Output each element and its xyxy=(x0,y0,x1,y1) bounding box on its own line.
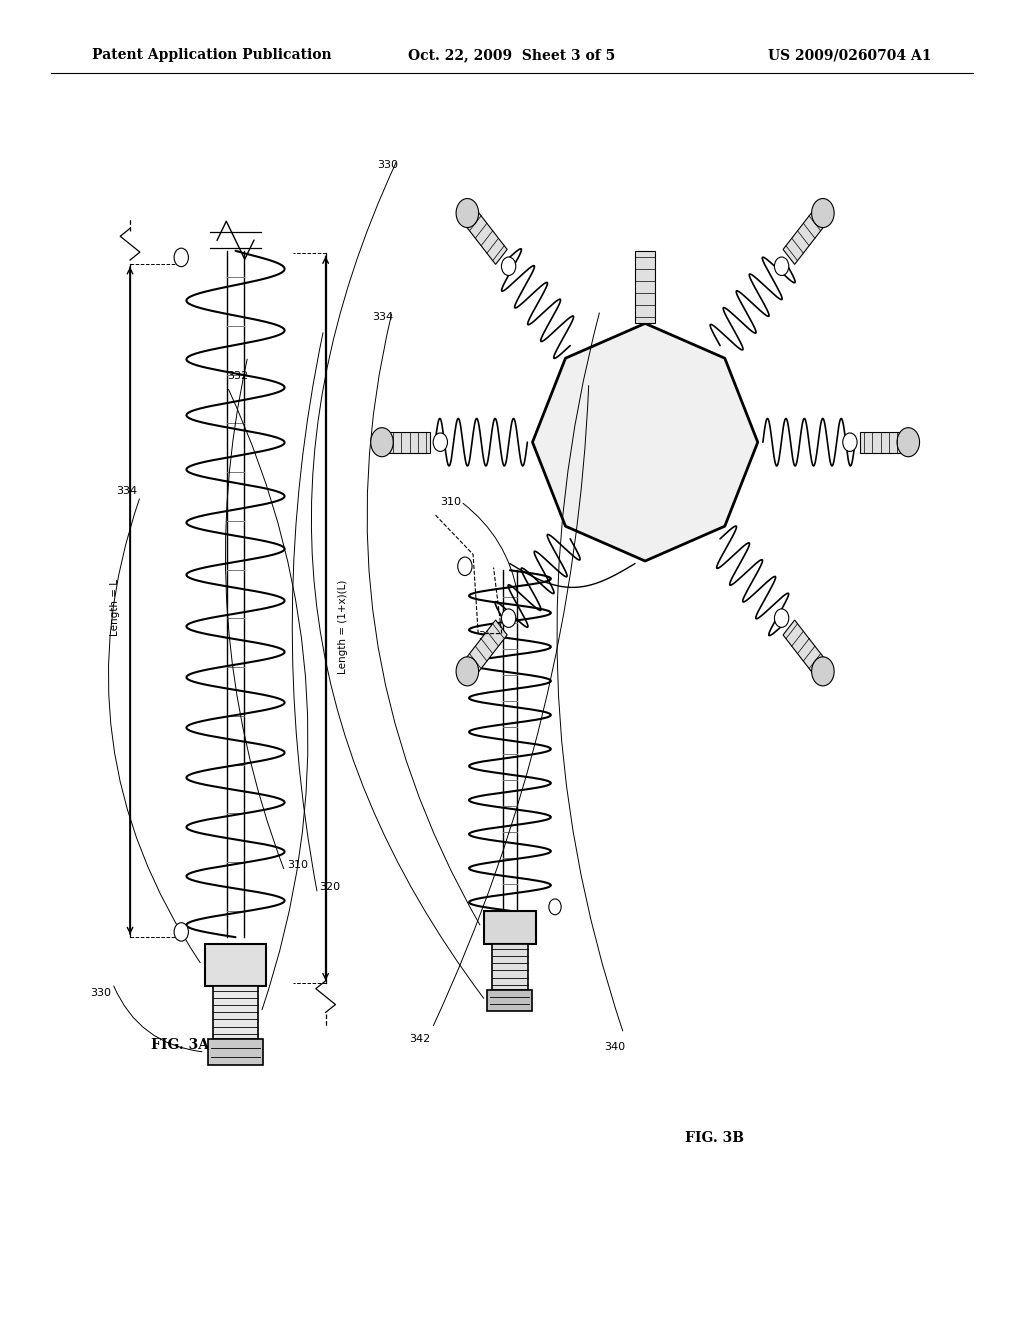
FancyBboxPatch shape xyxy=(205,944,266,986)
Text: Length = (1+x)(L): Length = (1+x)(L) xyxy=(338,579,348,675)
Text: 334: 334 xyxy=(116,486,137,496)
FancyBboxPatch shape xyxy=(487,990,532,1011)
Text: Length = L: Length = L xyxy=(110,578,120,636)
Text: 330: 330 xyxy=(377,160,398,170)
Circle shape xyxy=(549,899,561,915)
Polygon shape xyxy=(860,432,901,453)
Text: 310: 310 xyxy=(287,859,308,870)
Text: Oct. 22, 2009  Sheet 3 of 5: Oct. 22, 2009 Sheet 3 of 5 xyxy=(409,49,615,62)
Text: 330: 330 xyxy=(90,987,112,998)
Circle shape xyxy=(371,428,393,457)
Polygon shape xyxy=(635,251,655,323)
Text: Patent Application Publication: Patent Application Publication xyxy=(92,49,332,62)
Polygon shape xyxy=(532,323,758,561)
Circle shape xyxy=(174,923,188,941)
Circle shape xyxy=(502,609,516,627)
Circle shape xyxy=(174,248,188,267)
Polygon shape xyxy=(783,620,823,672)
Text: 340: 340 xyxy=(604,1041,626,1052)
Polygon shape xyxy=(467,213,507,264)
Polygon shape xyxy=(467,620,507,672)
Circle shape xyxy=(897,428,920,457)
Circle shape xyxy=(433,433,447,451)
Text: 332: 332 xyxy=(227,371,249,381)
Circle shape xyxy=(774,257,788,276)
Circle shape xyxy=(843,433,857,451)
Circle shape xyxy=(458,557,472,576)
Circle shape xyxy=(812,657,835,686)
FancyBboxPatch shape xyxy=(213,986,258,1039)
Text: US 2009/0260704 A1: US 2009/0260704 A1 xyxy=(768,49,932,62)
Polygon shape xyxy=(783,213,823,264)
Text: 310: 310 xyxy=(440,496,462,507)
Circle shape xyxy=(502,257,516,276)
Circle shape xyxy=(812,198,835,227)
Text: 342: 342 xyxy=(410,1034,431,1044)
FancyBboxPatch shape xyxy=(208,1039,263,1065)
Text: FIG. 3B: FIG. 3B xyxy=(685,1131,744,1144)
Text: FIG. 3A: FIG. 3A xyxy=(152,1039,209,1052)
Text: 320: 320 xyxy=(319,882,341,892)
Circle shape xyxy=(456,657,478,686)
Polygon shape xyxy=(389,432,430,453)
FancyBboxPatch shape xyxy=(492,944,528,990)
Circle shape xyxy=(774,609,788,627)
Circle shape xyxy=(456,198,478,227)
FancyBboxPatch shape xyxy=(484,911,536,944)
Text: 334: 334 xyxy=(372,312,393,322)
Text: 344: 344 xyxy=(478,631,500,642)
